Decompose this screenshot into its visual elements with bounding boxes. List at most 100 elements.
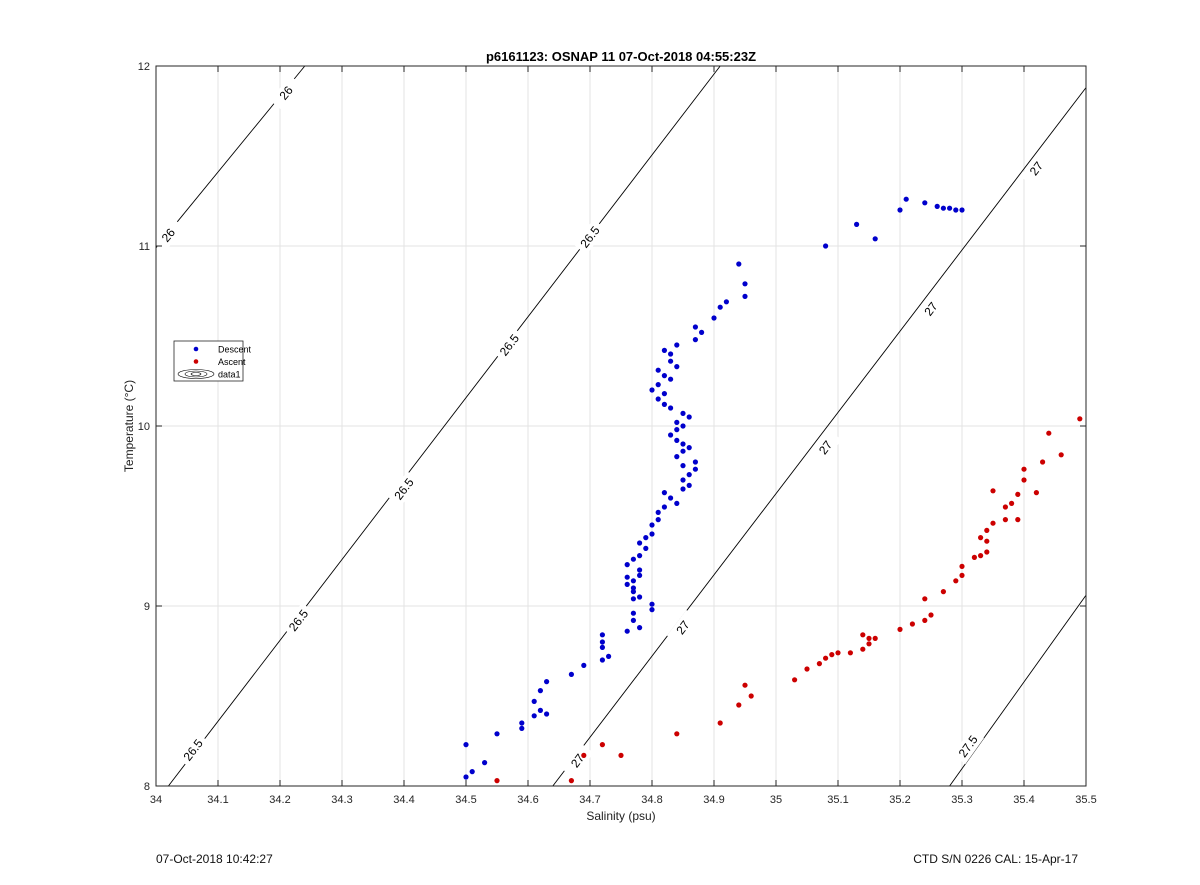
data-points [463,196,1083,784]
contour-label-bg [666,610,700,646]
descent-point [686,472,692,478]
descent-point [531,713,537,719]
descent-point [649,387,655,393]
legend-marker-ascent [193,359,199,364]
descent-point [922,200,928,206]
y-tick-label: 8 [144,781,150,793]
contour-label-bg [952,728,985,765]
ascent-point [953,578,959,584]
ascent-point [1009,500,1015,506]
descent-point [661,391,668,397]
ascent-point [816,661,823,667]
descent-point [599,639,606,645]
ascent-point [959,563,965,570]
x-tick-label: 34 [150,794,162,806]
descent-point [463,774,469,780]
descent-point [630,556,637,562]
descent-point [680,423,686,429]
ascent-point [674,731,680,737]
ascent-point [990,488,996,494]
descent-point [674,500,680,506]
ascent-point [984,549,990,555]
descent-point [680,441,686,447]
descent-point [823,243,829,249]
legend-contour-icon-inner [184,370,208,378]
descent-point [482,760,488,766]
contour-label-bg [809,430,842,466]
descent-point [872,236,878,242]
descent-point [519,725,525,732]
y-tick-label: 9 [144,601,150,613]
descent-point [668,358,674,364]
ascent-point [618,752,624,759]
descent-point [668,432,674,438]
descent-point [630,578,637,584]
ascent-point [984,527,990,534]
ascent-point [1058,452,1064,458]
x-axis-label: Salinity (psu) [586,809,655,823]
descent-point [637,540,643,546]
contour-label-bg [573,219,607,255]
legend-box [173,340,244,382]
legend: Descent Ascent data1 [173,340,252,382]
legend-contour-icon [177,369,215,379]
contour-label-bg [1020,151,1053,187]
ascent-point [1033,490,1039,496]
x-tick-label: 34.3 [331,794,352,806]
ascent-point [866,641,872,647]
y-axis-label: Temperature (°C) [122,380,136,472]
x-tick-label: 34.6 [517,794,538,806]
x-tick-label: 35.4 [1013,794,1034,806]
x-tick-label: 35.5 [1075,794,1096,806]
descent-point [655,509,661,515]
ascent-point [835,650,841,656]
ascent-point [823,655,829,661]
descent-point [649,601,655,607]
x-tick-label: 34.5 [455,794,476,806]
ascent-point [940,589,947,595]
descent-point [674,454,680,460]
descent-point [692,459,699,465]
descent-point [599,644,606,651]
ascent-point [872,635,878,642]
descent-point [599,657,606,663]
descent-point [680,463,686,469]
ascent-point [742,682,748,688]
descent-point [537,707,544,714]
descent-point [630,610,637,616]
descent-point [630,596,637,602]
ascent-point [928,612,934,618]
chart-title: p6161123: OSNAP 11 07-Oct-2018 04:55:23Z [486,49,756,64]
descent-point [599,632,606,638]
x-tick-label: 34.9 [703,794,724,806]
ascent-point [494,778,500,784]
contour-label-bg [493,327,526,363]
y-tick-label: 10 [138,421,150,433]
x-tick-label: 34.2 [269,794,290,806]
descent-point [742,293,748,299]
descent-point [537,688,544,694]
legend-label-descent: Descent [218,345,252,355]
descent-point [897,207,903,213]
descent-point [630,589,637,595]
descent-point [661,504,668,510]
x-tick-label: 35.2 [889,794,910,806]
descent-point [674,342,680,348]
descent-point [544,679,550,685]
descent-point [637,625,643,631]
ascent-point [1002,504,1009,510]
ascent-point [978,535,984,541]
x-tick-label: 34.1 [207,794,228,806]
descent-point [736,261,742,267]
ascent-point [748,693,754,699]
ascent-point [1021,466,1027,472]
y-tick-label: 12 [138,61,150,73]
contour-label-bg [561,743,594,779]
descent-point [692,324,699,330]
descent-point [630,585,637,591]
ascent-point [959,572,965,579]
descent-point [649,522,655,528]
descent-point [649,607,655,613]
legend-contour-icon-core [190,372,202,376]
